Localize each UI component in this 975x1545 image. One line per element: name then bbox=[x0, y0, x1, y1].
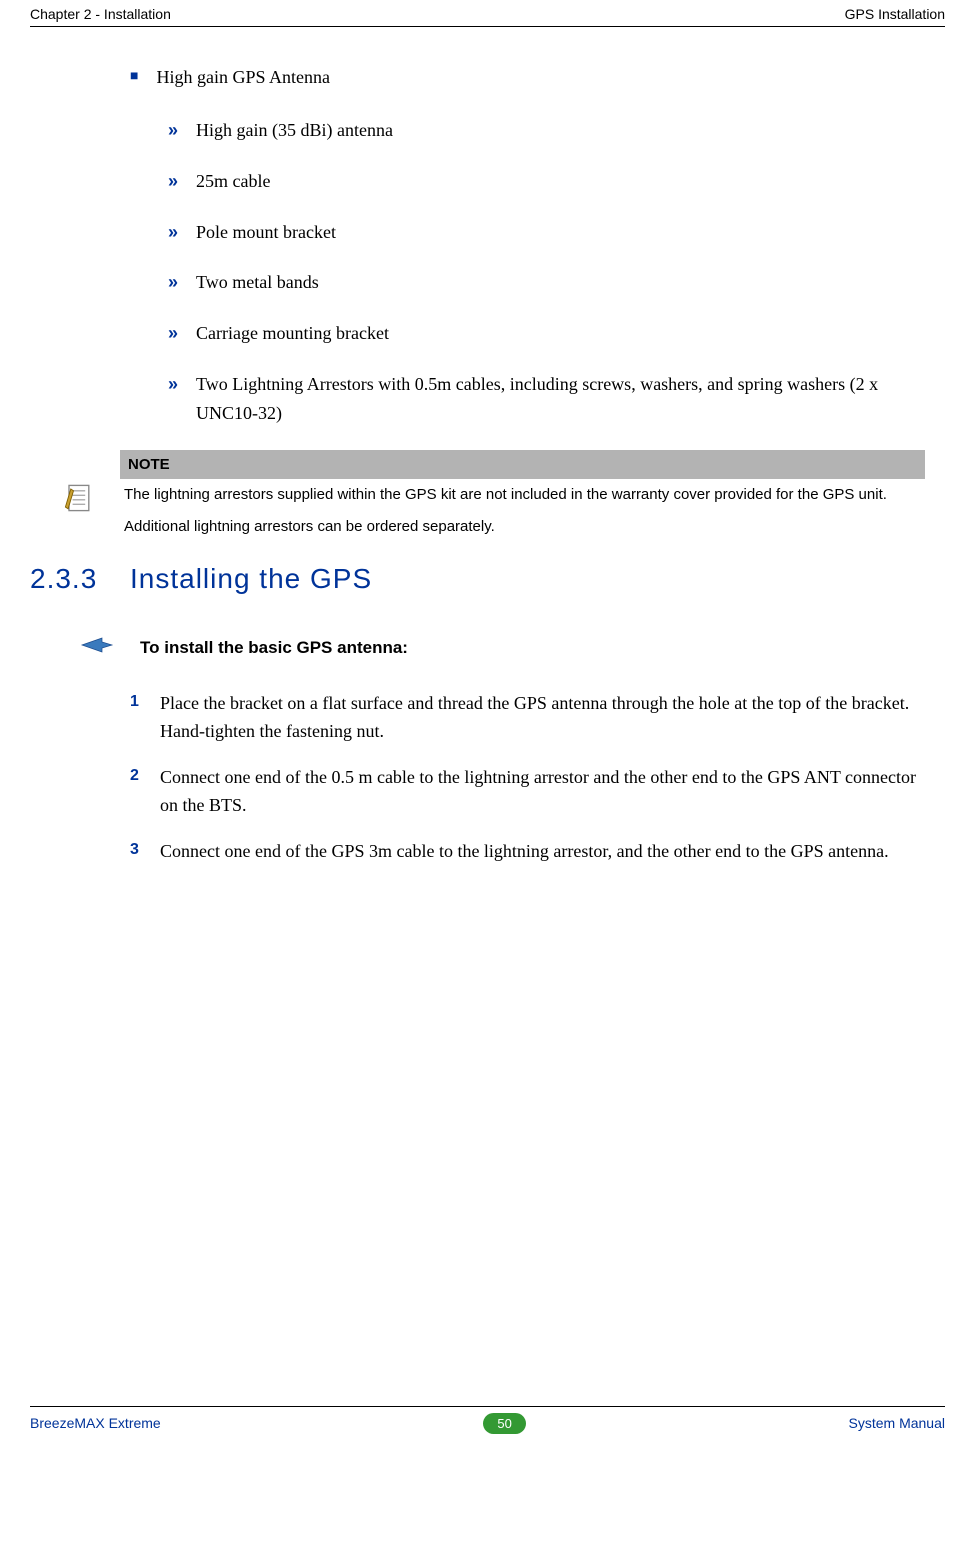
page-footer: BreezeMAX Extreme 50 System Manual bbox=[30, 1406, 945, 1440]
sub-list-item: » Two metal bands bbox=[168, 268, 925, 297]
sub-list-item: » High gain (35 dBi) antenna bbox=[168, 116, 925, 145]
sub-list-item: » Two Lightning Arrestors with 0.5m cabl… bbox=[168, 370, 925, 428]
page-header: Chapter 2 - Installation GPS Installatio… bbox=[30, 0, 945, 27]
page-number-badge: 50 bbox=[483, 1413, 525, 1434]
section-title: Installing the GPS bbox=[130, 563, 372, 595]
numbered-step: 1 Place the bracket on a flat surface an… bbox=[130, 690, 925, 746]
sub-list-text: Two metal bands bbox=[196, 268, 319, 297]
chevron-icon: » bbox=[168, 167, 178, 196]
footer-right: System Manual bbox=[849, 1415, 945, 1431]
header-left: Chapter 2 - Installation bbox=[30, 6, 171, 22]
step-number: 1 bbox=[130, 690, 160, 746]
step-text: Place the bracket on a flat surface and … bbox=[160, 690, 925, 746]
note-box: NOTE The lightning arrestors supplied wi… bbox=[60, 450, 925, 544]
footer-left: BreezeMAX Extreme bbox=[30, 1415, 161, 1431]
list-item-text: High gain GPS Antenna bbox=[156, 67, 330, 88]
section-number: 2.3.3 bbox=[30, 563, 130, 595]
header-right: GPS Installation bbox=[845, 6, 945, 22]
sub-list-text: Carriage mounting bracket bbox=[196, 319, 389, 348]
note-line-2: Additional lightning arrestors can be or… bbox=[120, 511, 925, 543]
sub-list-text: High gain (35 dBi) antenna bbox=[196, 116, 393, 145]
procedure-title: To install the basic GPS antenna: bbox=[140, 638, 408, 658]
note-line-1: The lightning arrestors supplied within … bbox=[120, 479, 925, 511]
step-number: 2 bbox=[130, 764, 160, 820]
step-text: Connect one end of the 0.5 m cable to th… bbox=[160, 764, 925, 820]
chevron-icon: » bbox=[168, 116, 178, 145]
note-icon bbox=[60, 450, 110, 521]
numbered-step: 3 Connect one end of the GPS 3m cable to… bbox=[130, 838, 925, 866]
arrow-icon bbox=[80, 635, 120, 660]
sub-list-text: Pole mount bracket bbox=[196, 218, 336, 247]
sub-list-item: » Carriage mounting bracket bbox=[168, 319, 925, 348]
note-label: NOTE bbox=[120, 450, 925, 479]
sub-list-item: » 25m cable bbox=[168, 167, 925, 196]
section-heading: 2.3.3 Installing the GPS bbox=[30, 563, 925, 595]
chevron-icon: » bbox=[168, 370, 178, 428]
sub-list-text: Two Lightning Arrestors with 0.5m cables… bbox=[196, 370, 925, 428]
chevron-icon: » bbox=[168, 319, 178, 348]
list-item: ■ High gain GPS Antenna bbox=[130, 67, 925, 88]
step-text: Connect one end of the GPS 3m cable to t… bbox=[160, 838, 889, 866]
numbered-step: 2 Connect one end of the 0.5 m cable to … bbox=[130, 764, 925, 820]
chevron-icon: » bbox=[168, 268, 178, 297]
chevron-icon: » bbox=[168, 218, 178, 247]
step-number: 3 bbox=[130, 838, 160, 866]
square-bullet-icon: ■ bbox=[130, 69, 138, 88]
procedure-heading: To install the basic GPS antenna: bbox=[80, 635, 925, 660]
sub-list-text: 25m cable bbox=[196, 167, 270, 196]
sub-list-item: » Pole mount bracket bbox=[168, 218, 925, 247]
